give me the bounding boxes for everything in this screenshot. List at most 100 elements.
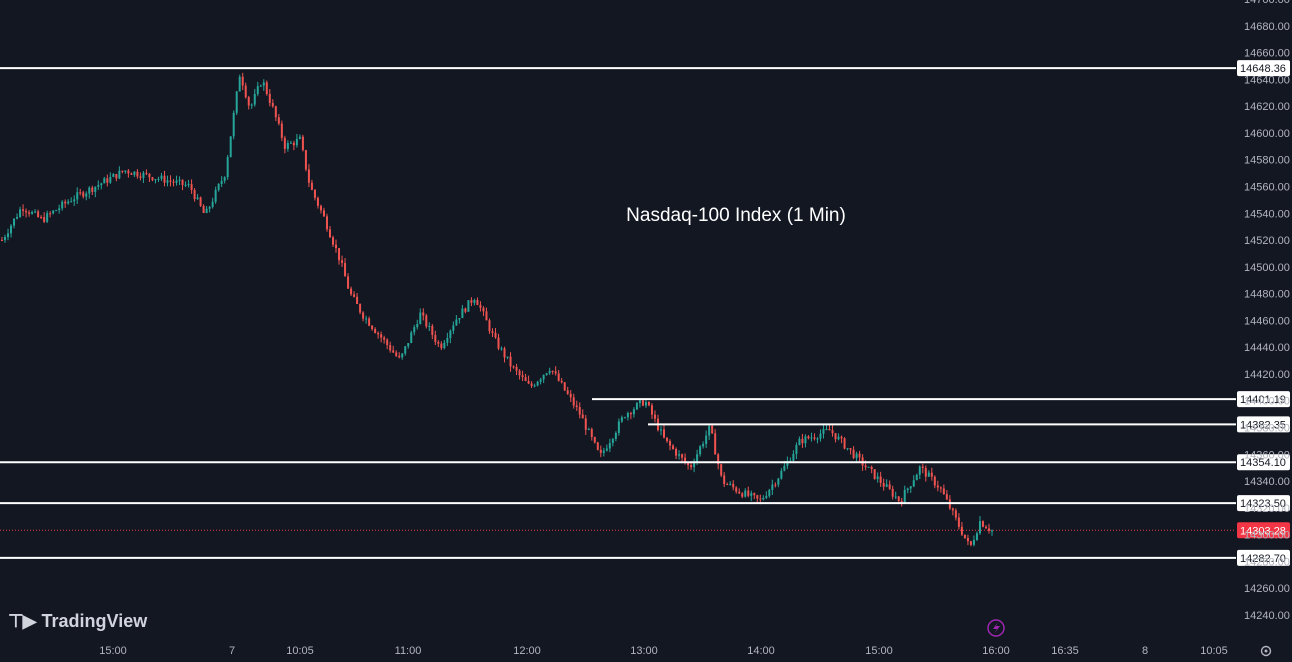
y-tick-label: 14700.00 bbox=[1244, 0, 1290, 6]
level-label: 14354.10 bbox=[1240, 457, 1286, 469]
level-label-box bbox=[1237, 416, 1290, 433]
candle-body bbox=[280, 123, 283, 138]
candle-body bbox=[452, 325, 455, 331]
candle-body bbox=[735, 487, 738, 492]
candle-body bbox=[581, 414, 584, 419]
candle-body bbox=[226, 157, 229, 178]
candle-body bbox=[187, 184, 190, 186]
candle-body bbox=[687, 462, 690, 466]
candle-body bbox=[202, 205, 205, 213]
candle-body bbox=[16, 216, 19, 219]
candle-body bbox=[984, 526, 987, 529]
candle-body bbox=[846, 448, 849, 450]
candle-body bbox=[497, 337, 500, 349]
candle-body bbox=[503, 348, 506, 358]
candle-body bbox=[599, 449, 602, 453]
candle-body bbox=[650, 405, 653, 415]
candle-body bbox=[55, 210, 58, 212]
candle-body bbox=[389, 345, 392, 351]
candle-body bbox=[407, 343, 410, 347]
candle-body bbox=[386, 339, 389, 346]
candle-body bbox=[46, 213, 49, 222]
candle-body bbox=[482, 307, 485, 312]
candle-body bbox=[121, 170, 124, 172]
candle-body bbox=[350, 288, 353, 295]
horizontal-levels: 14648.36 14401.19 14382.35 14354.10 14323.50… bbox=[0, 60, 1290, 566]
candle-body bbox=[328, 229, 331, 238]
candle-body bbox=[476, 300, 479, 305]
x-tick-label: 15:00 bbox=[99, 645, 127, 657]
candle-body bbox=[76, 192, 79, 200]
candle-body bbox=[644, 402, 647, 406]
candle-body bbox=[289, 142, 292, 144]
candle-body bbox=[957, 517, 960, 527]
candle-body bbox=[142, 172, 145, 178]
candle-body bbox=[425, 315, 428, 327]
candle-body bbox=[593, 437, 596, 443]
candle-body bbox=[888, 484, 891, 489]
candle-body bbox=[247, 97, 250, 106]
level-label: 14323.50 bbox=[1240, 498, 1286, 510]
last-price-label: 14303.28 bbox=[1240, 525, 1286, 537]
candle-body bbox=[768, 489, 771, 496]
candle-body bbox=[798, 438, 801, 446]
lightning-icon[interactable] bbox=[987, 619, 1005, 637]
price-axis: 14240.00 14260.00 14280.00 14300.00 14320.00… bbox=[1244, 0, 1290, 622]
candle-body bbox=[879, 476, 882, 483]
candle-body bbox=[295, 138, 298, 146]
y-tick-label: 14500.00 bbox=[1244, 262, 1290, 274]
candle-body bbox=[524, 377, 527, 381]
candle-body bbox=[903, 489, 906, 503]
candle-body bbox=[804, 436, 807, 444]
y-tick-label: 14340.00 bbox=[1244, 476, 1290, 488]
candle-body bbox=[566, 390, 569, 394]
candle-body bbox=[181, 179, 184, 185]
candle-body bbox=[521, 375, 524, 378]
candle-body bbox=[10, 225, 13, 234]
watermark-text: TradingView bbox=[41, 611, 148, 631]
candle-body bbox=[915, 474, 918, 481]
candle-body bbox=[473, 300, 476, 303]
y-tick-label: 14320.00 bbox=[1244, 503, 1290, 515]
candle-body bbox=[169, 180, 172, 182]
candle-body bbox=[292, 142, 295, 146]
candle-body bbox=[951, 508, 954, 511]
candle-body bbox=[416, 324, 419, 328]
time-axis: 15:00 7 10:05 11:00 12:00 13:00 14:00 15:00 16:0… bbox=[99, 645, 1228, 657]
candle-body bbox=[975, 533, 978, 541]
candle-body bbox=[154, 179, 157, 181]
candle-body bbox=[398, 355, 401, 358]
candle-body bbox=[539, 379, 542, 382]
candle-body bbox=[428, 325, 431, 327]
candle-body bbox=[991, 530, 993, 532]
candle-body bbox=[927, 472, 930, 477]
candle-body bbox=[548, 370, 551, 374]
candle-body bbox=[271, 103, 274, 107]
candle-body bbox=[250, 104, 253, 106]
y-tick-label: 14260.00 bbox=[1244, 583, 1290, 595]
candle-body bbox=[900, 500, 903, 503]
candle-body bbox=[870, 466, 873, 470]
candle-body bbox=[61, 201, 64, 209]
candle-body bbox=[431, 325, 434, 335]
candle-body bbox=[73, 199, 76, 202]
candle-body bbox=[792, 453, 795, 461]
candle-body bbox=[115, 173, 118, 179]
candle-body bbox=[479, 304, 482, 308]
y-tick-label: 14380.00 bbox=[1244, 423, 1290, 435]
candle-body bbox=[259, 85, 262, 87]
candle-body bbox=[729, 483, 732, 485]
candle-body bbox=[852, 449, 855, 459]
candle-body bbox=[377, 333, 380, 335]
x-tick-label: 7 bbox=[229, 645, 235, 657]
candle-body bbox=[795, 445, 798, 454]
candle-body bbox=[160, 175, 163, 179]
candle-body bbox=[268, 94, 271, 104]
gear-icon[interactable] bbox=[1260, 645, 1272, 657]
candle-body bbox=[542, 374, 545, 380]
y-tick-label: 14280.00 bbox=[1244, 556, 1290, 568]
candle-body bbox=[130, 173, 133, 175]
candle-body bbox=[954, 510, 957, 518]
candle-body bbox=[921, 466, 924, 469]
